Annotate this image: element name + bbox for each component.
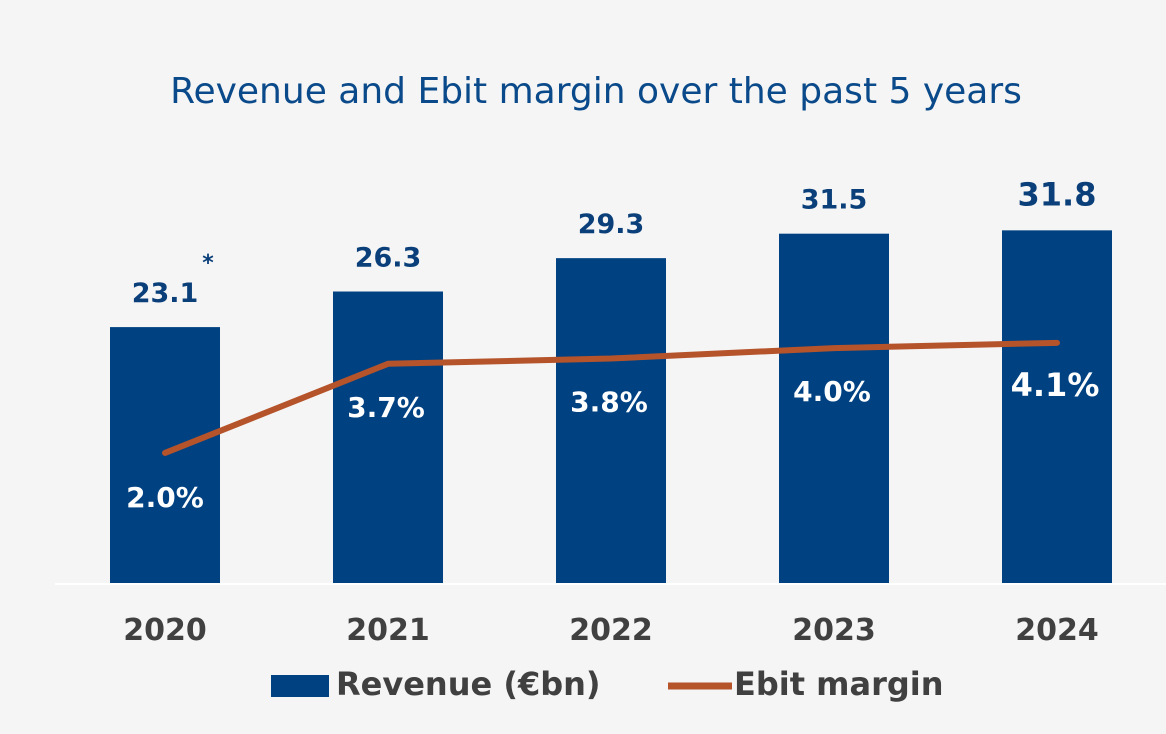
labels-layer: 23.1 2020 26.3 2021 29.3 2022 31.5 2023 31.8 2024… (123, 175, 1099, 648)
x-tick-label-2023: 2023 (792, 613, 876, 648)
revenue-bar-2022 (556, 258, 666, 584)
revenue-value-label-2021: 26.3 (355, 243, 422, 274)
ebit-margin-label-2021: 3.7% (347, 391, 425, 424)
x-tick-label-2022: 2022 (569, 613, 653, 648)
ebit-margin-label-2020: 2.0% (126, 481, 204, 514)
x-tick-label-2024: 2024 (1015, 613, 1099, 648)
revenue-value-label-2022: 29.3 (578, 209, 645, 240)
legend-revenue-label: Revenue (€bn) (336, 665, 601, 703)
bars-layer (110, 230, 1112, 584)
x-tick-label-2020: 2020 (123, 613, 207, 648)
x-tick-label-2021: 2021 (346, 613, 430, 648)
revenue-value-label-2023: 31.5 (801, 185, 868, 216)
ebit-margin-label-2024: 4.1% (1011, 366, 1100, 404)
revenue-value-label-2020: 23.1 (132, 278, 199, 309)
revenue-value-label-2024: 31.8 (1018, 175, 1097, 213)
annotation-asterisk-2020: * (202, 251, 214, 276)
legend-ebit-label: Ebit margin (734, 665, 944, 703)
legend-revenue-swatch (271, 675, 329, 697)
legend: Revenue (€bn) Ebit margin (271, 665, 944, 703)
line-layer (162, 339, 1060, 456)
ebit-margin-label-2023: 4.0% (793, 375, 871, 408)
revenue-bar-2021 (333, 291, 443, 584)
ebit-margin-line (162, 339, 1060, 456)
revenue-bar-2023 (779, 233, 889, 584)
ebit-margin-label-2022: 3.8% (570, 386, 648, 419)
chart-title: Revenue and Ebit margin over the past 5 … (170, 71, 1022, 112)
revenue-bar-2024 (1002, 230, 1112, 584)
